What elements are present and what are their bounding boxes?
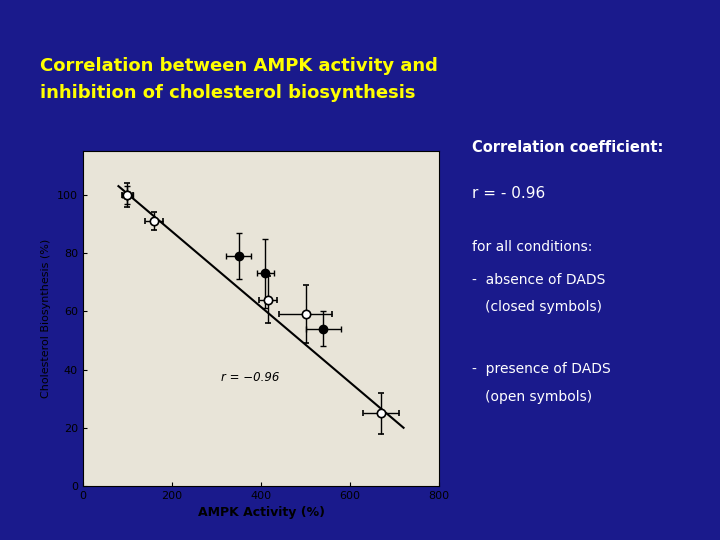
Y-axis label: Cholesterol Biosynthesis (%): Cholesterol Biosynthesis (%)	[41, 239, 51, 398]
Text: -  absence of DADS: - absence of DADS	[472, 273, 605, 287]
Text: for all conditions:: for all conditions:	[472, 240, 592, 254]
Text: Correlation coefficient:: Correlation coefficient:	[472, 140, 663, 156]
Text: (closed symbols): (closed symbols)	[485, 300, 602, 314]
Text: r = −0.96: r = −0.96	[221, 371, 279, 384]
Text: -  presence of DADS: - presence of DADS	[472, 362, 611, 376]
Text: inhibition of cholesterol biosynthesis: inhibition of cholesterol biosynthesis	[40, 84, 415, 102]
Text: Correlation between AMPK activity and: Correlation between AMPK activity and	[40, 57, 438, 75]
Text: (open symbols): (open symbols)	[485, 390, 592, 404]
Text: r = - 0.96: r = - 0.96	[472, 186, 545, 201]
X-axis label: AMPK Activity (%): AMPK Activity (%)	[197, 507, 325, 519]
